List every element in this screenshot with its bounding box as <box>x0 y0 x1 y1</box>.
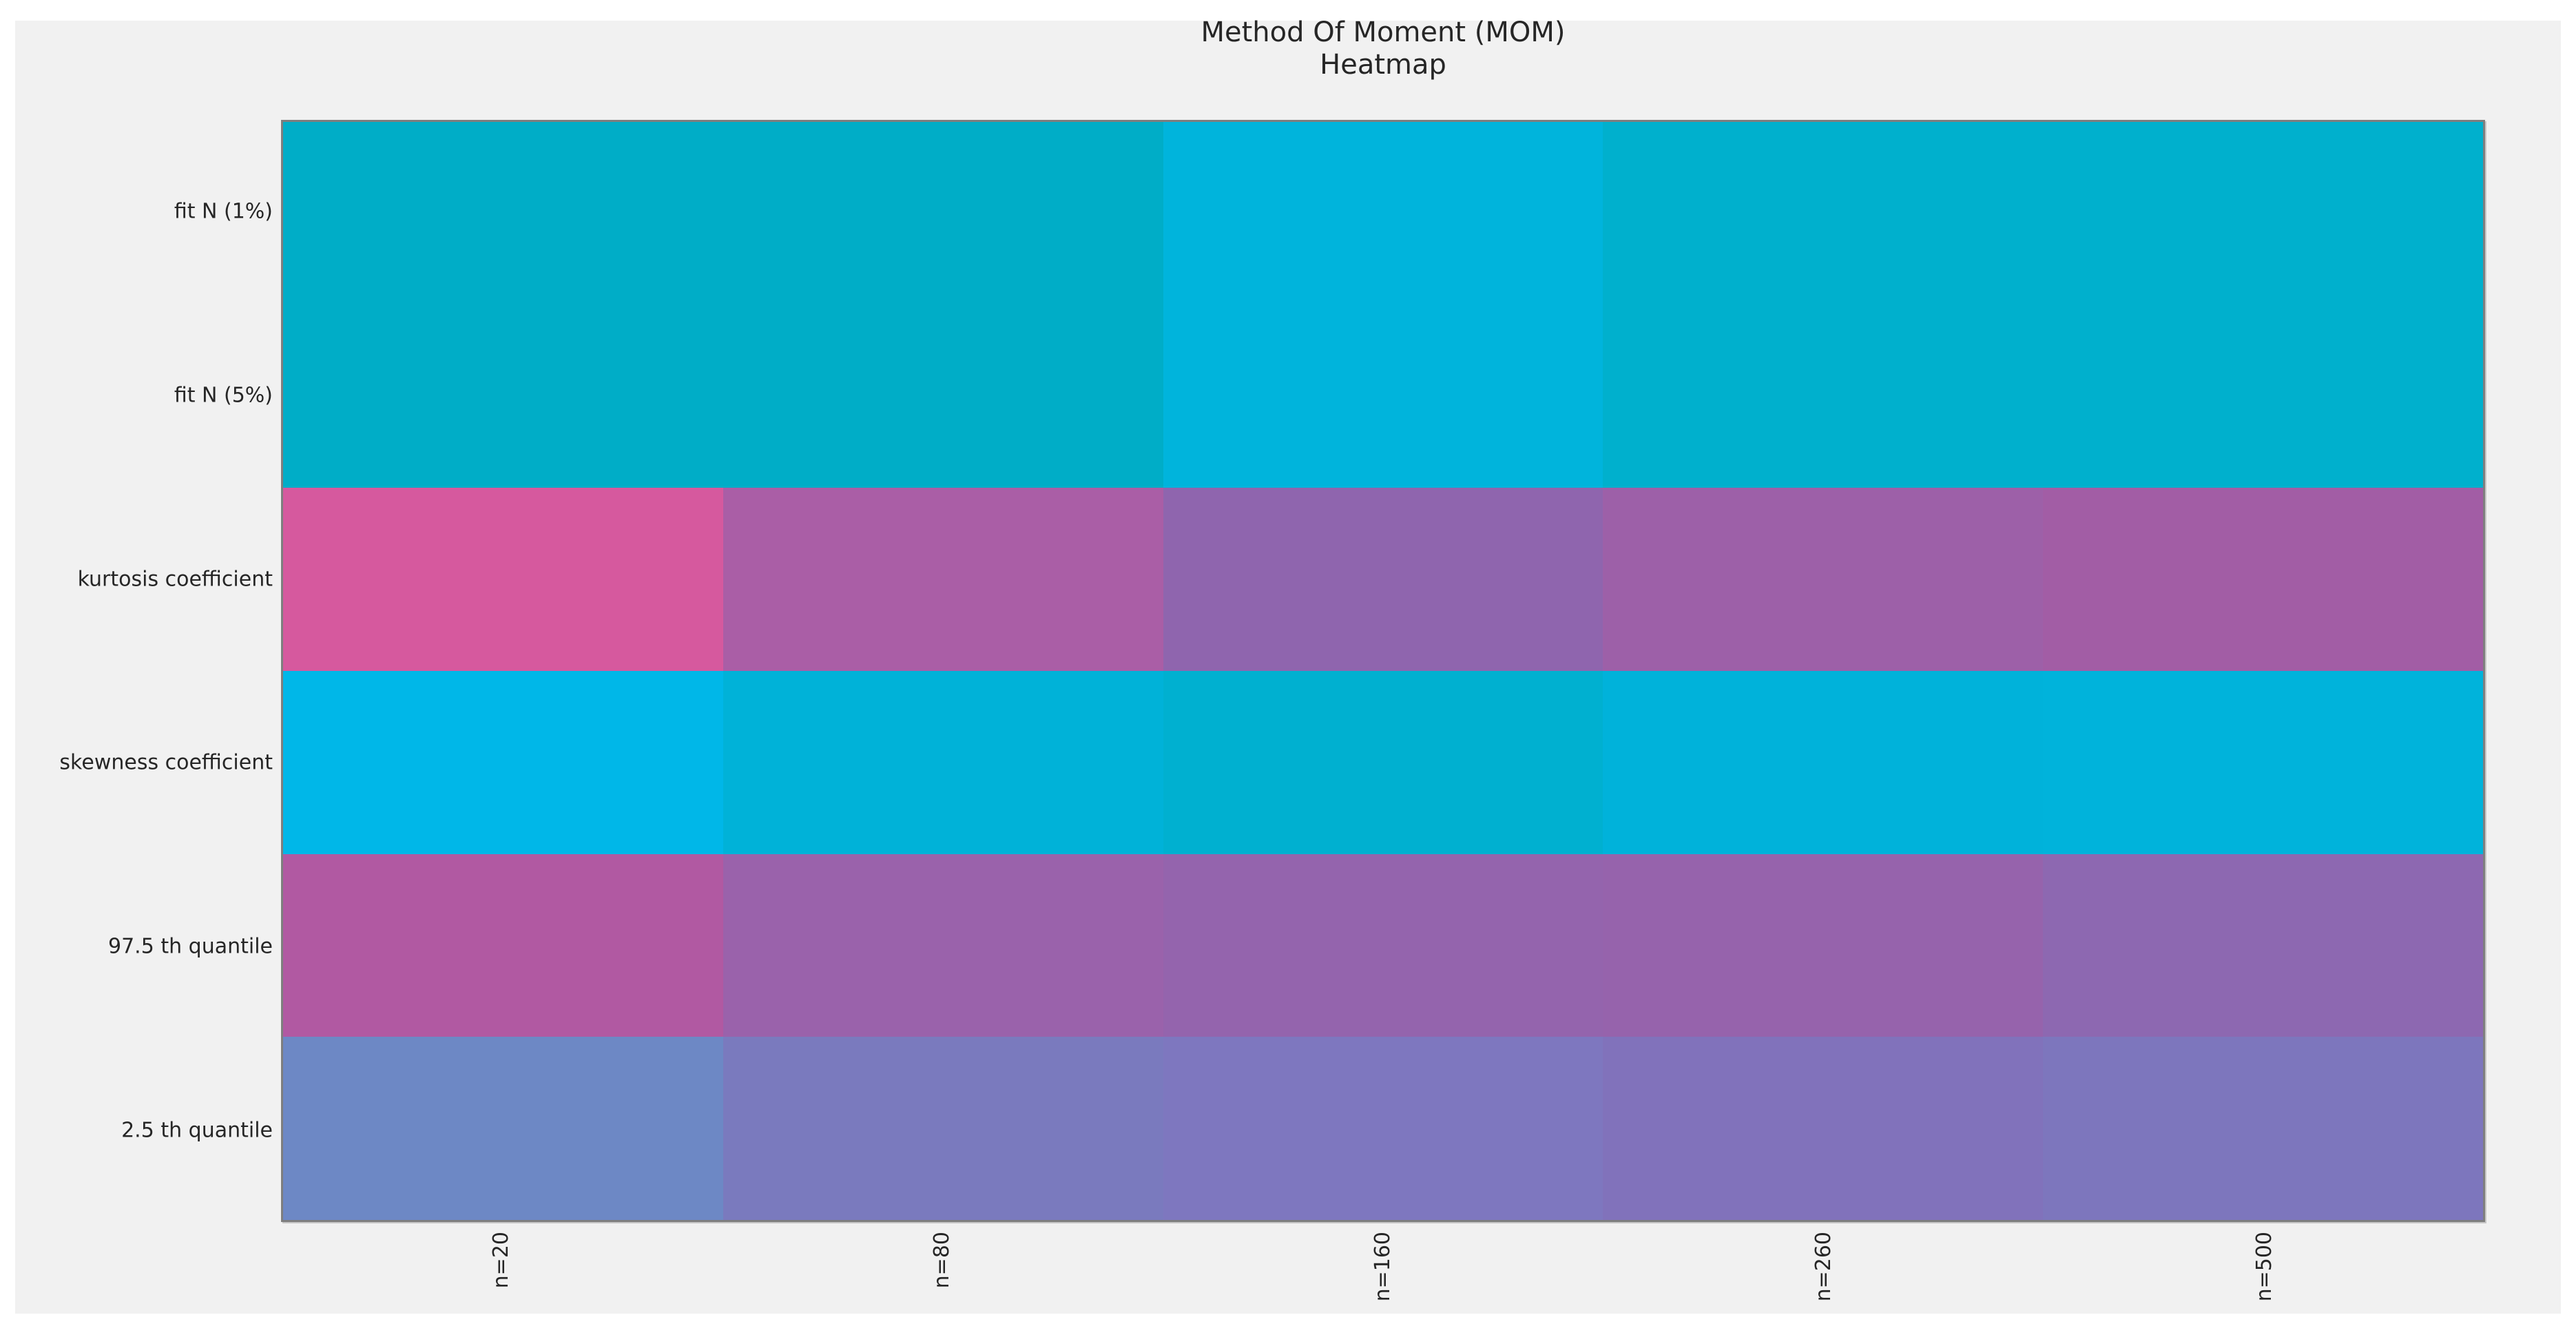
heatmap-cell-r1c3 <box>1603 304 2044 488</box>
heatmap-cell-r3c2 <box>1163 670 1603 854</box>
x-tick-label: n=20 <box>489 1232 513 1289</box>
y-tick-label: kurtosis coefficient <box>77 567 273 592</box>
heatmap-cell-r3c0 <box>283 670 723 854</box>
heatmap-cell-r4c3 <box>1603 853 2044 1037</box>
y-tick-label: 2.5 th quantile <box>121 1118 273 1143</box>
chart-title-line1: Method Of Moment (MOM) <box>1201 17 1566 48</box>
heatmap-cell-r0c0 <box>283 122 723 305</box>
heatmap-cell-r0c4 <box>2043 122 2483 305</box>
heatmap-cell-r4c4 <box>2043 853 2483 1037</box>
heatmap-cell-r4c2 <box>1163 853 1603 1037</box>
heatmap-cell-r2c1 <box>723 488 1163 671</box>
heatmap-cell-r2c4 <box>2043 488 2483 671</box>
y-tick-label: 97.5 th quantile <box>108 934 273 959</box>
heatmap-cell-r5c0 <box>283 1037 723 1220</box>
heatmap-cell-r2c3 <box>1603 488 2044 671</box>
heatmap-cell-r5c3 <box>1603 1037 2044 1220</box>
y-tick-label: fit N (1%) <box>174 199 273 224</box>
heatmap-cell-r1c0 <box>283 304 723 488</box>
heatmap-cell-r4c1 <box>723 853 1163 1037</box>
heatmap-cell-r2c0 <box>283 488 723 671</box>
x-tick-label: n=260 <box>1811 1232 1836 1302</box>
heatmap-axes <box>281 120 2485 1222</box>
chart-title: Method Of Moment (MOM) Heatmap <box>281 17 2485 81</box>
heatmap-cell-r3c1 <box>723 670 1163 854</box>
x-tick-label: n=160 <box>1371 1232 1395 1302</box>
y-tick-label: skewness coefficient <box>59 750 273 775</box>
heatmap-cell-r3c3 <box>1603 670 2044 854</box>
heatmap-cell-r2c2 <box>1163 488 1603 671</box>
heatmap-cell-r0c2 <box>1163 122 1603 305</box>
heatmap-cell-r4c0 <box>283 853 723 1037</box>
heatmap-cell-r5c1 <box>723 1037 1163 1220</box>
chart-title-line2: Heatmap <box>1320 49 1446 81</box>
heatmap-cell-r1c1 <box>723 304 1163 488</box>
heatmap-cell-r3c4 <box>2043 670 2483 854</box>
heatmap-cell-r0c3 <box>1603 122 2044 305</box>
y-tick-label: fit N (5%) <box>174 383 273 408</box>
x-tick-label: n=80 <box>930 1232 954 1289</box>
heatmap-cell-r0c1 <box>723 122 1163 305</box>
x-tick-label: n=500 <box>2252 1232 2276 1302</box>
heatmap-cell-r5c2 <box>1163 1037 1603 1220</box>
heatmap-cell-r1c4 <box>2043 304 2483 488</box>
heatmap-cell-r1c2 <box>1163 304 1603 488</box>
heatmap-cell-r5c4 <box>2043 1037 2483 1220</box>
heatmap-grid <box>283 122 2483 1220</box>
